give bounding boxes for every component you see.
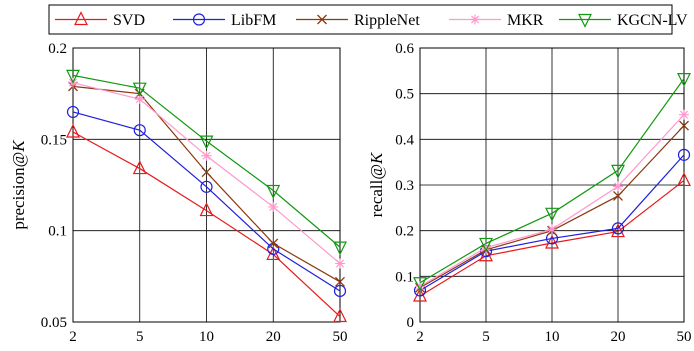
legend-item-svd: SVD: [55, 11, 145, 29]
y-axis-title-base: recall@: [367, 164, 386, 217]
legend-label: RippleNet: [354, 12, 420, 29]
y-tick-label: 0.6: [395, 41, 414, 57]
series-line: [419, 78, 685, 284]
y-tick-label: 0.3: [395, 178, 414, 194]
legend-label: KGCN-LV: [617, 12, 688, 29]
recall-chart: 2 5 10 20 50 0 0.1 0.2 0.3 0.4 0.5 0.6 recall@K: [367, 41, 692, 345]
data-point: [677, 148, 691, 161]
series-libfm: [66, 105, 347, 298]
legend-item-ripplenet: RippleNet: [296, 12, 420, 29]
x-tick-label: 20: [611, 329, 626, 345]
y-axis-title-var: K: [9, 139, 28, 153]
y-tick-label: 0.2: [48, 41, 67, 57]
data-point: [199, 202, 214, 217]
data-point: [481, 242, 491, 253]
data-point: [611, 164, 625, 179]
data-point: [545, 207, 559, 222]
y-axis-title: recall@K: [367, 151, 386, 217]
x-tick-label: 10: [199, 329, 214, 345]
series-line: [72, 74, 341, 248]
data-point: [413, 277, 427, 292]
series-line: [419, 154, 685, 292]
series-svd: [413, 172, 691, 302]
data-point: [415, 281, 425, 292]
x-tick-label: 50: [333, 329, 348, 345]
series-line: [72, 111, 341, 292]
data-point: [268, 201, 279, 212]
y-tick-label: 0.1: [48, 224, 67, 240]
legend-triangle-down-marker: [578, 13, 592, 28]
data-point: [611, 223, 625, 238]
data-point: [613, 191, 623, 201]
legend: SVD LibFM RippleNet MKR KGCN-LV: [48, 4, 688, 35]
data-point: [479, 237, 493, 252]
data-point: [613, 181, 623, 192]
y-tick-label: 0.05: [41, 315, 67, 331]
legend-item-libfm: LibFM: [173, 12, 276, 29]
data-point: [132, 82, 147, 97]
x-tick-label: 2: [416, 329, 424, 345]
legend-x-marker: [317, 14, 327, 25]
plot-frame: [72, 47, 341, 323]
data-point: [66, 123, 80, 138]
data-point: [333, 284, 347, 298]
series-kgcn-lv: [66, 69, 347, 256]
legend-label: LibFM: [231, 12, 276, 29]
data-point: [547, 224, 557, 235]
y-tick-label: 0.2: [395, 224, 414, 240]
data-point: [679, 109, 689, 120]
data-point: [335, 276, 345, 287]
data-point: [199, 135, 214, 150]
x-tick-label: 2: [69, 329, 77, 345]
y-axis-title-var: K: [367, 151, 386, 165]
data-point: [479, 247, 493, 262]
gridlines: [420, 48, 684, 322]
data-point: [268, 238, 279, 249]
series-line: [72, 131, 341, 317]
series-line: [419, 179, 685, 297]
legend-label: MKR: [507, 12, 544, 29]
data-point: [333, 241, 347, 256]
data-point: [66, 105, 80, 119]
y-axis-title: precision@K: [9, 139, 28, 230]
y-tick-label: 0.4: [395, 132, 414, 148]
data-point: [335, 258, 345, 269]
y-axis-title-base: precision@: [9, 152, 28, 230]
precision-chart: 2 5 10 20 50 0.05 0.1 0.15 0.2 precision@K: [9, 41, 348, 345]
data-point: [266, 184, 281, 199]
legend-star-marker: [470, 14, 480, 25]
data-point: [611, 222, 625, 235]
data-point: [134, 94, 145, 105]
legend-item-kgcn-lv: KGCN-LV: [559, 12, 688, 29]
legend-label: SVD: [113, 12, 145, 29]
data-point: [201, 150, 212, 161]
x-tick-label: 50: [677, 329, 692, 345]
data-point: [66, 69, 80, 84]
data-point: [133, 124, 146, 137]
y-tick-label: 0.15: [41, 132, 67, 148]
data-point: [677, 72, 691, 87]
y-tick-label: 0: [407, 315, 415, 331]
data-point: [132, 160, 147, 175]
legend-circle-marker: [192, 13, 206, 26]
legend-triangle-up-marker: [74, 11, 88, 26]
x-tick-label: 5: [136, 329, 144, 345]
data-point: [679, 120, 689, 131]
y-tick-label: 0.5: [395, 87, 414, 103]
gridlines: [73, 48, 340, 322]
data-point: [545, 234, 559, 249]
data-point: [201, 167, 212, 178]
data-point: [677, 172, 691, 187]
x-tick-label: 20: [266, 329, 281, 345]
x-tick-label: 10: [545, 329, 560, 345]
x-tick-label: 5: [482, 329, 490, 345]
series-kgcn-lv: [413, 72, 691, 292]
data-point: [200, 180, 213, 193]
legend-item-mkr: MKR: [449, 12, 544, 29]
data-point: [333, 308, 347, 323]
series-mkr: [415, 109, 689, 292]
y-tick-label: 0.1: [395, 269, 414, 285]
